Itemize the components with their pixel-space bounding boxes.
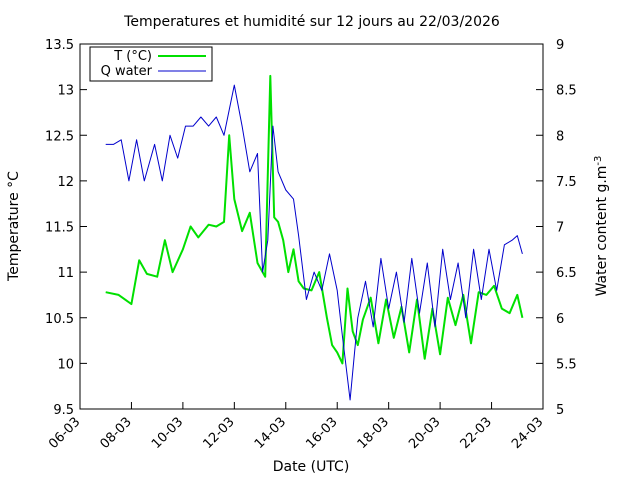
y-tick-label: 12: [57, 175, 74, 190]
series-line-temperature: [105, 74, 524, 365]
left-y-axis: 9.5 10 10.5 11 11.5 12 12.5 13 13.5: [45, 38, 87, 418]
x-tick-label: 20-03: [406, 415, 443, 452]
x-tick-label: 08-03: [98, 415, 135, 452]
x-tick-label: 22-03: [458, 415, 495, 452]
x-tick-label: 16-03: [303, 415, 340, 452]
y2-tick-label: 5: [556, 403, 564, 418]
y2-tick-label: 7.5: [556, 175, 577, 190]
series-layer: [105, 74, 524, 401]
legend-box: [89, 46, 213, 82]
y2-tick-label: 9: [556, 38, 564, 53]
series-line-water-content: [105, 84, 523, 401]
x-tick-label: 24-03: [509, 415, 546, 452]
y-tick-label: 11: [57, 266, 74, 281]
plot-area-frame: [79, 43, 544, 410]
y2-tick-label: 6: [556, 312, 564, 327]
y-tick-label: 9.5: [53, 403, 74, 418]
legend: T (°C) Q water: [89, 46, 213, 82]
y-tick-label: 10.5: [45, 312, 74, 327]
x-axis-title: Date (UTC): [273, 459, 350, 475]
y2-axis-title: Water content g.m-3: [593, 156, 610, 297]
y2-tick-label: 8: [556, 129, 564, 144]
y-tick-label: 13.5: [45, 38, 74, 53]
legend-label-temperature: T (°C): [113, 49, 152, 64]
x-tick-label: 18-03: [355, 415, 392, 452]
x-tick-label: 14-03: [252, 415, 289, 452]
y-tick-label: 12.5: [45, 129, 74, 144]
x-tick-label: 06-03: [46, 415, 83, 452]
y2-tick-label: 7: [556, 221, 564, 236]
y-tick-label: 13: [57, 84, 74, 99]
y2-axis-title-superscript: -3: [593, 156, 604, 166]
x-tick-label: 12-03: [200, 415, 237, 452]
chart-title: Temperatures et humidité sur 12 jours au…: [123, 14, 500, 30]
y2-tick-label: 5.5: [556, 357, 577, 372]
right-y-axis: 5 5.5 6 6.5 7 7.5 8 8.5 9: [536, 38, 577, 418]
y-tick-label: 11.5: [45, 221, 74, 236]
x-tick-label: 10-03: [149, 415, 186, 452]
y2-tick-label: 6.5: [556, 266, 577, 281]
y2-axis-title-text: Water content g.m: [594, 166, 610, 297]
legend-label-water: Q water: [101, 64, 153, 79]
y-axis-title: Temperature °C: [6, 171, 22, 282]
y-tick-label: 10: [57, 357, 74, 372]
y2-tick-label: 8.5: [556, 84, 577, 99]
